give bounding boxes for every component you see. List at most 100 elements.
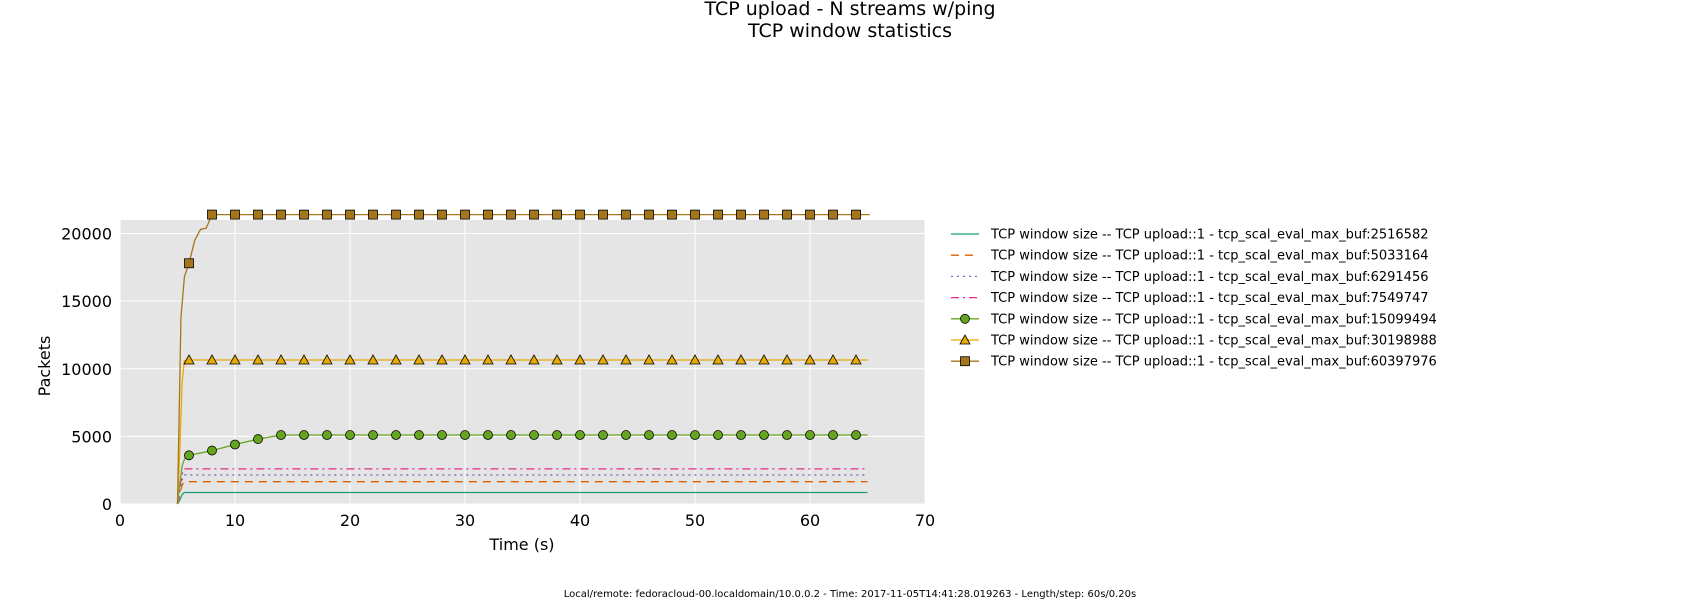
data-point — [482, 354, 494, 365]
data-point — [736, 209, 746, 220]
x-tick-label: 20 — [340, 511, 360, 530]
data-point — [344, 354, 356, 365]
data-point — [781, 354, 793, 365]
legend-item: TCP window size -- TCP upload::1 - tcp_s… — [951, 270, 1429, 285]
data-point — [712, 354, 724, 365]
data-point — [621, 209, 631, 220]
data-point — [275, 354, 287, 365]
data-point — [528, 354, 540, 365]
x-tick-label: 40 — [570, 511, 590, 530]
legend-label: TCP window size -- TCP upload::1 - tcp_s… — [990, 312, 1437, 327]
data-point — [230, 209, 240, 220]
series-line — [176, 213, 870, 505]
data-point — [206, 354, 218, 365]
data-point — [782, 430, 792, 440]
data-point — [253, 209, 263, 220]
data-point — [621, 430, 631, 440]
data-point — [620, 354, 632, 365]
data-point — [345, 209, 355, 220]
data-point — [598, 209, 608, 220]
data-point — [828, 430, 838, 440]
y-tick-label: 0 — [102, 495, 112, 514]
data-point — [345, 430, 355, 440]
y-tick-label: 15000 — [61, 292, 112, 311]
legend-item: TCP window size -- TCP upload::1 - tcp_s… — [951, 291, 1429, 306]
data-point — [252, 354, 264, 365]
data-point — [574, 354, 586, 365]
data-point — [644, 209, 654, 220]
data-point — [414, 430, 424, 440]
data-point — [782, 209, 792, 220]
series-7 — [176, 209, 870, 505]
x-tick-label: 10 — [225, 511, 245, 530]
data-point — [367, 354, 379, 365]
data-point — [667, 209, 677, 220]
chart-subtitle: TCP window statistics — [747, 20, 952, 42]
data-point — [368, 209, 378, 220]
data-point — [505, 354, 517, 365]
data-point — [298, 354, 310, 365]
data-point — [321, 354, 333, 365]
data-point — [851, 209, 861, 220]
data-point — [391, 209, 401, 220]
data-point — [759, 430, 769, 440]
legend-item: TCP window size -- TCP upload::1 - tcp_s… — [951, 228, 1429, 243]
data-point — [253, 434, 263, 444]
legend-marker — [959, 334, 971, 345]
data-point — [759, 209, 769, 220]
data-point — [436, 354, 448, 365]
series-5 — [176, 430, 868, 505]
plot-area — [120, 220, 925, 504]
data-point — [391, 430, 401, 440]
y-tick-label: 10000 — [61, 360, 112, 379]
data-point — [184, 258, 194, 269]
data-point — [183, 354, 195, 365]
x-tick-label: 70 — [915, 511, 935, 530]
data-point — [598, 430, 608, 440]
legend-item: TCP window size -- TCP upload::1 - tcp_s… — [951, 312, 1437, 327]
data-point — [736, 430, 746, 440]
data-point — [690, 209, 700, 220]
legend-label: TCP window size -- TCP upload::1 - tcp_s… — [990, 249, 1429, 264]
data-point — [851, 430, 861, 440]
series-group — [176, 209, 870, 505]
data-point — [666, 354, 678, 365]
data-point — [644, 430, 654, 440]
x-tick-label: 50 — [685, 511, 705, 530]
tick-labels: 0 10 20 30 40 50 60 70 0 5000 10000 15000 20000 — [61, 225, 935, 530]
x-tick-label: 30 — [455, 511, 475, 530]
legend: TCP window size -- TCP upload::1 - tcp_s… — [951, 228, 1437, 370]
data-point — [207, 445, 217, 456]
data-point — [276, 430, 286, 440]
data-point — [850, 354, 862, 365]
legend-label: TCP window size -- TCP upload::1 - tcp_s… — [990, 355, 1437, 370]
x-tick-label: 0 — [115, 511, 125, 530]
data-point — [689, 354, 701, 365]
data-point — [758, 354, 770, 365]
data-point — [575, 209, 585, 220]
data-point — [575, 430, 585, 440]
data-point — [460, 209, 470, 220]
legend-label: TCP window size -- TCP upload::1 - tcp_s… — [990, 228, 1429, 243]
data-point — [552, 430, 562, 440]
legend-label: TCP window size -- TCP upload::1 - tcp_s… — [990, 291, 1429, 306]
data-point — [229, 354, 241, 365]
legend-label: TCP window size -- TCP upload::1 - tcp_s… — [990, 270, 1429, 285]
data-point — [299, 430, 309, 440]
data-point — [414, 209, 424, 220]
data-point — [828, 209, 838, 220]
data-point — [713, 430, 723, 440]
data-point — [299, 209, 309, 220]
chart-title: TCP upload - N streams w/ping — [703, 0, 995, 20]
data-point — [322, 209, 332, 220]
data-point — [483, 209, 493, 220]
legend-label: TCP window size -- TCP upload::1 - tcp_s… — [990, 334, 1437, 349]
data-point — [667, 430, 677, 440]
data-point — [390, 354, 402, 365]
data-point — [597, 354, 609, 365]
data-point — [529, 209, 539, 220]
data-point — [804, 354, 816, 365]
series-line — [176, 491, 868, 505]
legend-item: TCP window size -- TCP upload::1 - tcp_s… — [951, 249, 1429, 264]
data-point — [230, 439, 240, 450]
